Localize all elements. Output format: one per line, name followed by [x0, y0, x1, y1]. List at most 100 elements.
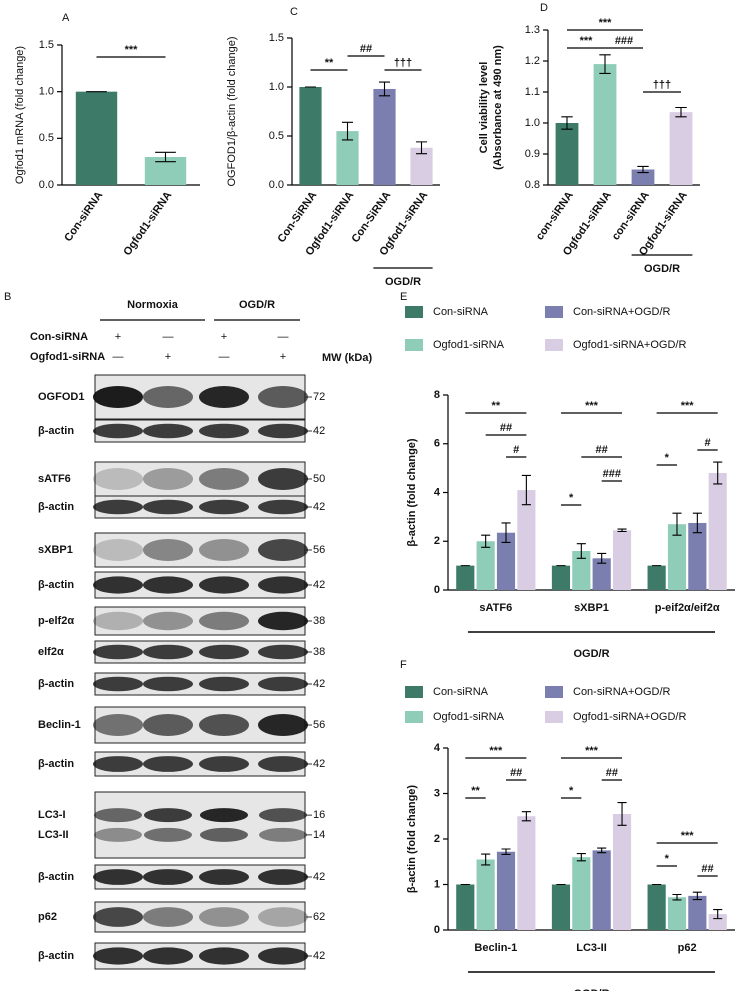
blot-band: [258, 576, 308, 594]
row-sign: —: [113, 351, 124, 363]
legend-label: Con-siRNA+OGD/R: [573, 306, 671, 318]
blot-band: [143, 423, 193, 439]
blot-band: [143, 869, 193, 885]
legend-label: Ogfod1-siRNA+OGD/R: [573, 339, 686, 351]
band-label: OGFOD1: [38, 391, 84, 403]
x-tick-label: Ogfod1-siRNA: [121, 189, 174, 257]
y-tick-label: 0.0: [269, 179, 284, 191]
blot-band: [144, 827, 192, 842]
condition-label: OGD/R: [239, 299, 275, 311]
bar: [476, 541, 495, 590]
blot-band: [93, 468, 143, 490]
legend-label: Con-siRNA+OGD/R: [573, 686, 671, 698]
y-tick-label: 0.0: [39, 179, 54, 191]
band-label: p-elf2α: [38, 615, 74, 627]
blot-band: [93, 499, 143, 515]
blot-band: [258, 714, 308, 736]
blot-band: [199, 611, 249, 631]
blot-band: [199, 576, 249, 594]
blot-band: [199, 539, 249, 561]
significance-label: ***: [585, 745, 599, 757]
bar: [572, 551, 591, 590]
blot-band: [258, 468, 308, 490]
x-tick-label: sATF6: [479, 602, 512, 614]
significance-label: ##: [701, 863, 713, 875]
y-tick-label: 0: [434, 924, 440, 936]
row-sign: +: [280, 351, 286, 363]
x-tick-label: LC3-II: [576, 942, 607, 954]
blot-band: [199, 676, 249, 692]
bar: [517, 490, 536, 590]
blot-band: [258, 907, 308, 927]
significance-label: ***: [489, 745, 503, 757]
legend-label: Ogfod1-siRNA: [433, 711, 505, 723]
error-bar: [617, 528, 627, 533]
bar: [688, 522, 707, 590]
band-label: Beclin-1: [38, 719, 81, 731]
legend-label: Ogfod1-siRNA: [433, 339, 505, 351]
legend-swatch: [545, 339, 563, 351]
blot-band: [258, 676, 308, 692]
row-label: Con-siRNA: [30, 331, 88, 343]
mw-label: 56: [313, 719, 325, 731]
significance-label: **: [325, 57, 334, 69]
x-tick-label: sXBP1: [574, 602, 609, 614]
blot-band: [93, 644, 143, 660]
blot-band: [93, 539, 143, 561]
significance-label: ##: [500, 422, 512, 434]
bar: [551, 565, 571, 590]
band-label: β-actin: [38, 579, 74, 591]
error-bar: [501, 848, 511, 856]
bar: [555, 123, 579, 185]
significance-label: *: [569, 785, 574, 797]
error-bar: [378, 81, 391, 97]
significance-label: **: [471, 785, 480, 797]
significance-label: #: [513, 444, 519, 456]
significance-label: ***: [125, 44, 139, 56]
band-label: p62: [38, 911, 57, 923]
blot-band: [258, 499, 308, 515]
significance-label: ***: [599, 17, 613, 29]
group-label: OGD/R: [573, 988, 609, 991]
blot-band: [199, 714, 249, 736]
blot-band: [143, 468, 193, 490]
legend-swatch: [545, 686, 563, 698]
bar: [517, 816, 536, 930]
panel-letter: B: [4, 291, 11, 303]
blot-band: [93, 714, 143, 736]
bar: [373, 88, 396, 185]
bar: [496, 851, 516, 930]
blot-band: [258, 423, 308, 439]
y-tick-label: 1.2: [525, 55, 540, 67]
blot-band: [143, 947, 193, 965]
bar: [410, 147, 433, 185]
blot-band: [143, 907, 193, 927]
mw-label: 14: [313, 829, 325, 841]
blot-band: [258, 539, 308, 561]
blot-band: [258, 947, 308, 965]
blot-band: [199, 468, 249, 490]
x-tick-label: con-siRNA: [534, 189, 576, 242]
condition-label: Normoxia: [127, 299, 179, 311]
y-tick-label: 1.0: [269, 81, 284, 93]
legend-swatch: [545, 306, 563, 318]
y-tick-label: 6: [434, 438, 440, 450]
mw-label: 16: [313, 809, 325, 821]
blot-band: [93, 947, 143, 965]
blot-band: [258, 869, 308, 885]
y-axis-label: Cell viability level: [478, 62, 490, 154]
y-tick-label: 0.5: [39, 132, 54, 144]
blot-band: [94, 827, 142, 842]
blot-frame: [94, 791, 306, 859]
legend-swatch: [405, 711, 423, 723]
blot-band: [143, 676, 193, 692]
significance-label: *: [569, 492, 574, 504]
error-bar: [713, 461, 723, 485]
band-label: sATF6: [38, 473, 71, 485]
mw-label: 72: [313, 391, 325, 403]
y-tick-label: 1.0: [525, 117, 540, 129]
blot-band: [143, 714, 193, 736]
blot-band: [144, 808, 192, 823]
mw-label: 38: [313, 646, 325, 658]
mw-label: 38: [313, 615, 325, 627]
